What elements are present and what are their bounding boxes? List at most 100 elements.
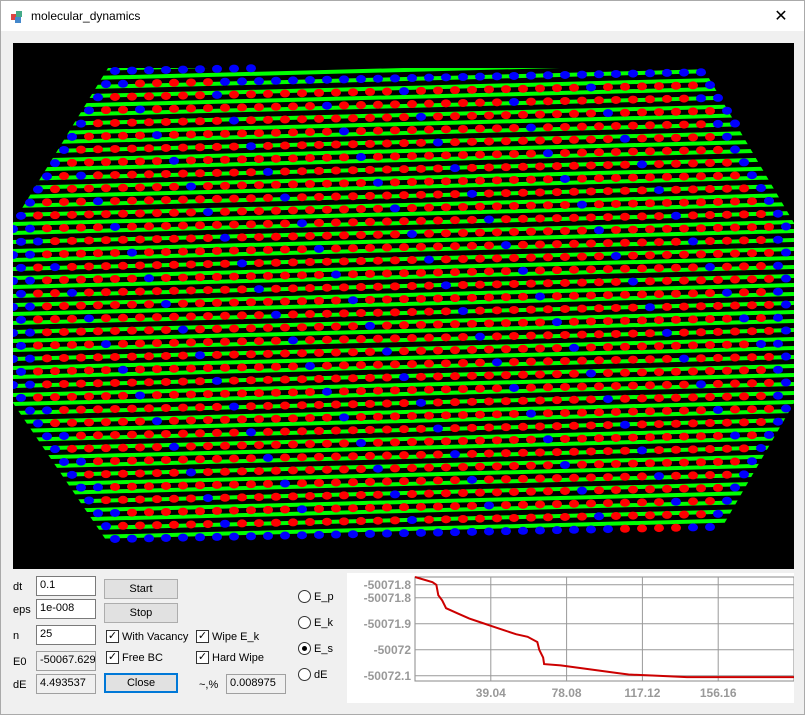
atom-blue (705, 523, 715, 532)
atom-red (373, 308, 383, 317)
atom-red (195, 377, 205, 386)
atom-red (620, 394, 630, 403)
atom-blue (203, 208, 213, 217)
atom-red (407, 412, 417, 421)
radio-de-circle[interactable] (298, 668, 311, 681)
atom-red (764, 274, 774, 283)
atom-red (552, 292, 562, 301)
atom-blue (16, 263, 26, 272)
n-input[interactable]: 25 (36, 625, 96, 645)
atom-red (543, 487, 553, 496)
stop-button[interactable]: Stop (104, 603, 178, 623)
atom-blue (16, 367, 26, 376)
title-bar[interactable]: molecular_dynamics ✕ (1, 1, 804, 31)
atom-blue (781, 352, 791, 361)
atom-red (67, 366, 77, 375)
de-field[interactable]: 4.493537 (36, 674, 96, 694)
wipe-ek-checkbox[interactable]: ✓ Wipe E_k (196, 630, 259, 643)
radio-ek-circle[interactable] (298, 616, 311, 629)
atom-red (518, 396, 528, 405)
atom-blue (110, 508, 120, 517)
atom-red (603, 317, 613, 326)
atom-blue (178, 533, 188, 542)
atom-red (263, 115, 273, 124)
atom-red (586, 395, 596, 404)
atom-red (628, 329, 638, 338)
free-bc-check[interactable]: ✓ (106, 651, 119, 664)
atom-red (135, 365, 145, 374)
atom-red (161, 247, 171, 256)
atom-red (705, 497, 715, 506)
with-vacancy-checkbox[interactable]: ✓ With Vacancy (106, 630, 188, 643)
atom-red (688, 107, 698, 116)
atom-red (416, 502, 426, 511)
free-bc-checkbox[interactable]: ✓ Free BC (106, 651, 163, 664)
atom-red (203, 260, 213, 269)
atom-red (93, 301, 103, 310)
atom-red (110, 92, 120, 101)
atom-red (59, 379, 69, 388)
atom-red (229, 480, 239, 489)
atom-red (339, 335, 349, 344)
atom-red (433, 294, 443, 303)
atom-red (603, 499, 613, 508)
atom-red (492, 176, 502, 185)
e0-field[interactable]: -50067.629 (36, 651, 96, 671)
atom-red (220, 467, 230, 476)
atom-blue (586, 83, 596, 92)
atom-blue (628, 69, 638, 78)
atom-red (441, 463, 451, 472)
with-vacancy-check[interactable]: ✓ (106, 630, 119, 643)
atom-red (271, 518, 281, 527)
simulation-canvas[interactable] (13, 43, 794, 569)
atom-red (118, 131, 128, 140)
atom-blue (773, 261, 783, 270)
pct-field[interactable]: 0.008975 (226, 674, 286, 694)
atom-red (475, 280, 485, 289)
x-tick-label: 39.04 (476, 686, 506, 700)
close-button[interactable]: Close (104, 673, 178, 693)
atom-red (127, 378, 137, 387)
atom-red (297, 193, 307, 202)
hard-wipe-check[interactable]: ✓ (196, 651, 209, 664)
atom-red (42, 276, 52, 285)
atom-blue (654, 186, 664, 195)
atom-red (339, 101, 349, 110)
atom-blue (25, 328, 35, 337)
atom-red (127, 326, 137, 335)
atom-red (543, 253, 553, 262)
wipe-ek-check[interactable]: ✓ (196, 630, 209, 643)
hard-wipe-checkbox[interactable]: ✓ Hard Wipe (196, 651, 264, 664)
radio-ek[interactable]: E_k (298, 616, 333, 629)
radio-de[interactable]: dE (298, 668, 327, 681)
atom-red (492, 436, 502, 445)
atom-red (314, 452, 324, 461)
eps-input[interactable]: 1e-008 (36, 599, 96, 619)
atom-blue (93, 483, 103, 492)
atom-blue (450, 164, 460, 173)
atom-red (271, 388, 281, 397)
atom-red (135, 469, 145, 478)
radio-ep[interactable]: E_p (298, 590, 334, 603)
atom-blue (16, 289, 26, 298)
atom-red (450, 320, 460, 329)
atom-red (382, 399, 392, 408)
atom-red (671, 419, 681, 428)
dt-input[interactable]: 0.1 (36, 576, 96, 596)
atom-red (382, 477, 392, 486)
atom-red (305, 310, 315, 319)
atom-red (382, 373, 392, 382)
radio-ep-circle[interactable] (298, 590, 311, 603)
atom-red (93, 379, 103, 388)
start-button[interactable]: Start (104, 579, 178, 599)
atom-blue (263, 167, 273, 176)
atom-red (178, 169, 188, 178)
close-window-button[interactable]: ✕ (774, 8, 788, 25)
atom-red (331, 192, 341, 201)
atom-red (739, 288, 749, 297)
atom-red (331, 88, 341, 97)
atom-red (76, 223, 86, 232)
radio-es[interactable]: E_s (298, 642, 333, 655)
atom-red (195, 299, 205, 308)
radio-es-circle[interactable] (298, 642, 311, 655)
